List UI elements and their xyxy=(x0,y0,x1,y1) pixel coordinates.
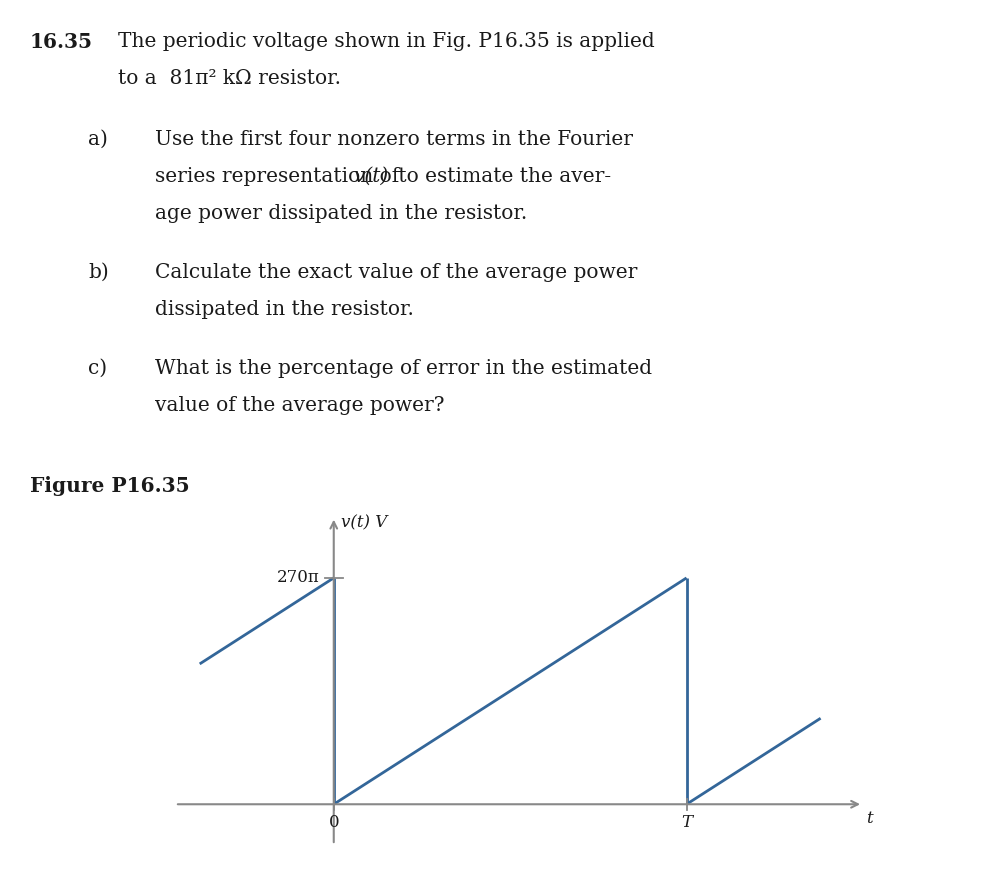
Text: Figure P16.35: Figure P16.35 xyxy=(30,476,189,496)
Text: to estimate the aver-: to estimate the aver- xyxy=(392,167,611,186)
Text: a): a) xyxy=(88,130,108,149)
Text: c): c) xyxy=(88,359,107,378)
Text: v(t): v(t) xyxy=(353,167,388,186)
Text: age power dissipated in the resistor.: age power dissipated in the resistor. xyxy=(155,204,527,223)
Text: value of the average power?: value of the average power? xyxy=(155,396,445,415)
Text: t: t xyxy=(866,810,873,827)
Text: Calculate the exact value of the average power: Calculate the exact value of the average… xyxy=(155,263,637,282)
Text: T: T xyxy=(681,815,692,831)
Text: What is the percentage of error in the estimated: What is the percentage of error in the e… xyxy=(155,359,652,378)
Text: 16.35: 16.35 xyxy=(30,32,93,52)
Text: b): b) xyxy=(88,263,109,282)
Text: 0: 0 xyxy=(328,815,339,831)
Text: series representation of: series representation of xyxy=(155,167,405,186)
Text: dissipated in the resistor.: dissipated in the resistor. xyxy=(155,300,414,319)
Text: v(t) V: v(t) V xyxy=(341,515,387,531)
Text: The periodic voltage shown in Fig. P16.35 is applied: The periodic voltage shown in Fig. P16.3… xyxy=(118,32,655,51)
Text: to a  81π² kΩ resistor.: to a 81π² kΩ resistor. xyxy=(118,69,341,88)
Text: Use the first four nonzero terms in the Fourier: Use the first four nonzero terms in the … xyxy=(155,130,633,149)
Text: 270π: 270π xyxy=(276,569,320,587)
